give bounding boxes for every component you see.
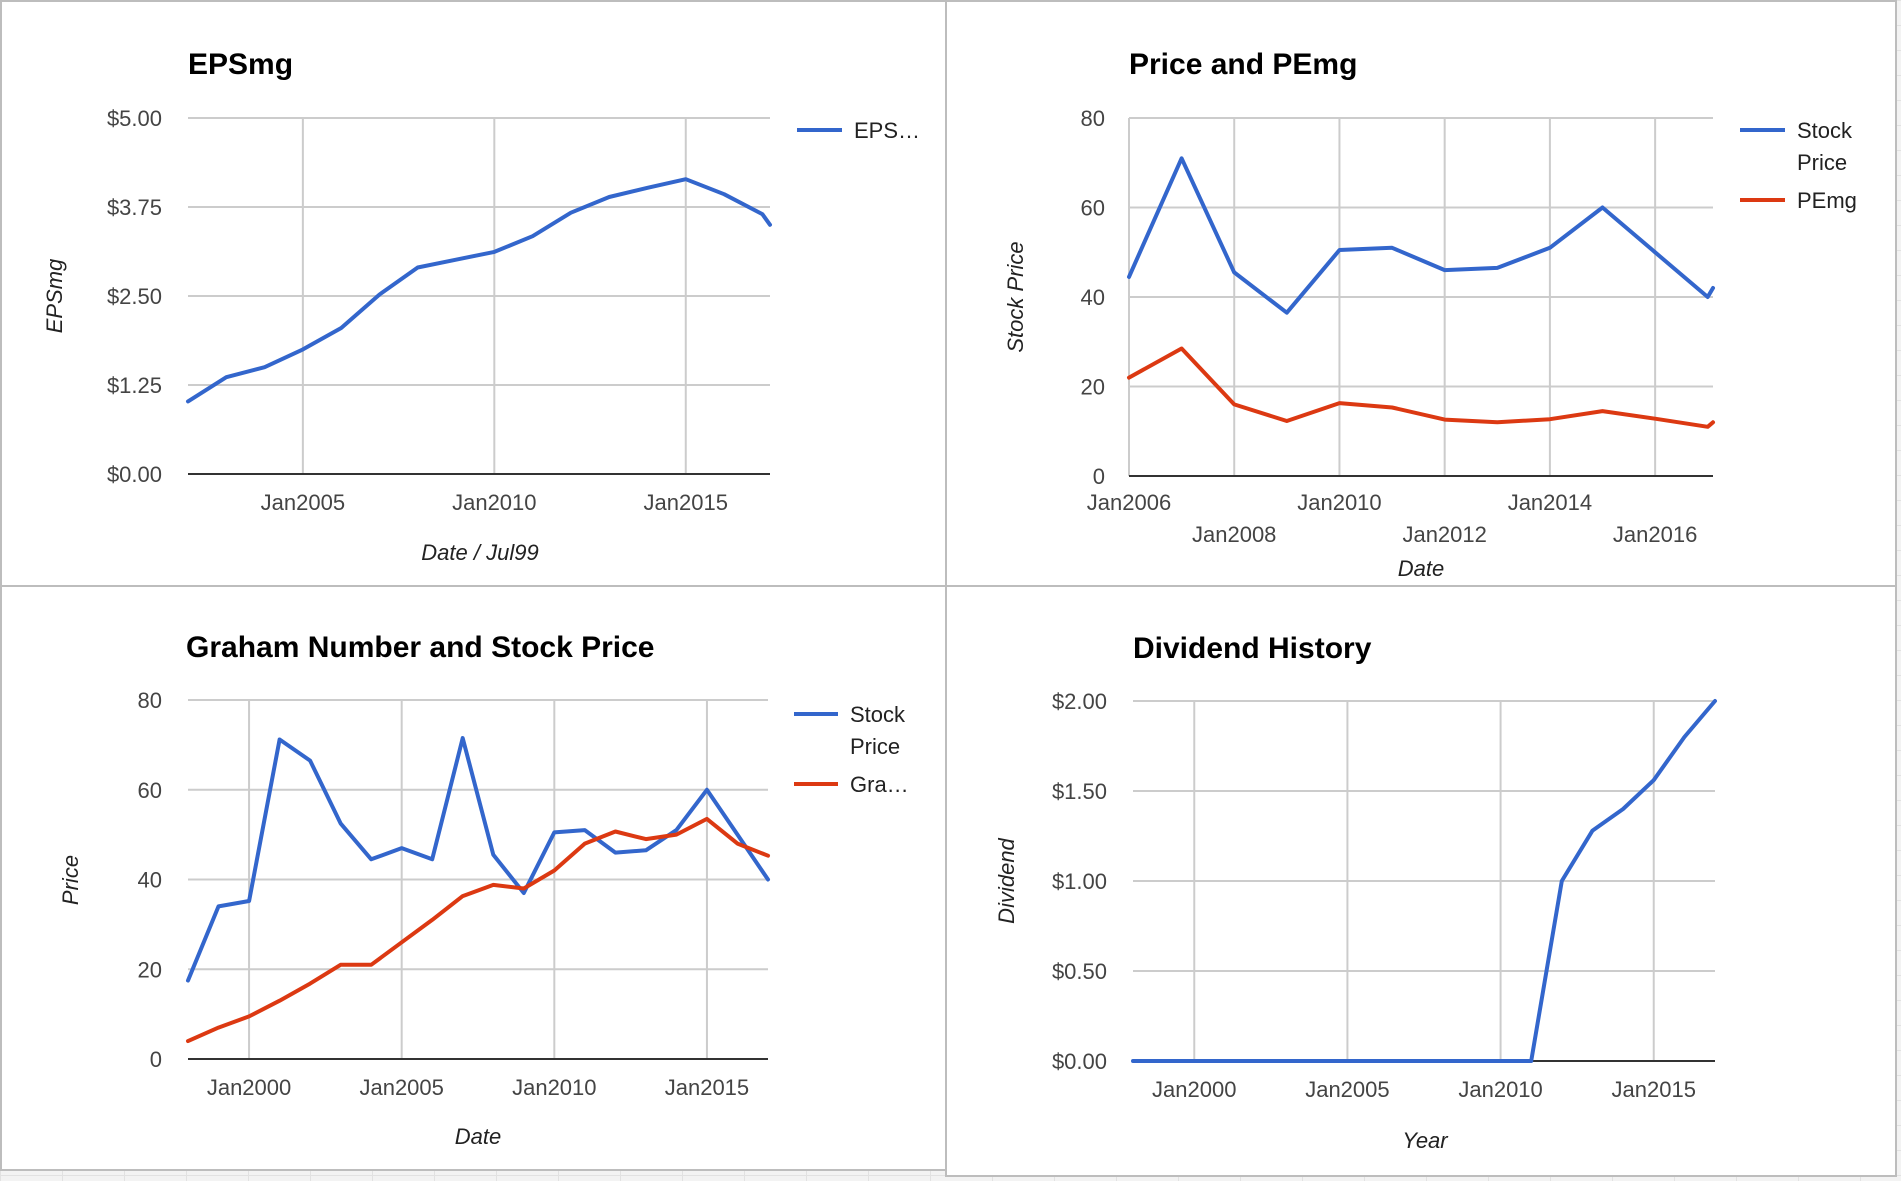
- y-tick-label: $0.00: [107, 462, 162, 487]
- price-and-pemg-chart: Price and PEmg 0 20 40 60 80 Jan2006 Jan2008 Jan…: [1003, 48, 1857, 581]
- y-tick-label: 80: [138, 688, 162, 713]
- legend-label-stock-price: Stock Price: [1797, 118, 1853, 175]
- y-tick-label: 20: [1081, 375, 1105, 400]
- chart-title: Price and PEmg: [1129, 48, 1357, 81]
- x-axis-title: Year: [1402, 1128, 1449, 1153]
- y-tick-label: 40: [1081, 285, 1105, 310]
- series-line-eps: [186, 177, 772, 404]
- y-tick-label: $0.50: [1052, 959, 1107, 984]
- y-tick-label: 40: [138, 868, 162, 893]
- y-tick-label: $3.75: [107, 195, 162, 220]
- y-tick-label: $1.00: [1052, 869, 1107, 894]
- chart-panel-price-and-pemg[interactable]: Price and PEmg 0 20 40 60 80 Jan2006 Jan2008 Jan…: [945, 0, 1897, 588]
- y-tick-label: 60: [138, 778, 162, 803]
- y-tick-label: $0.00: [1052, 1049, 1107, 1074]
- x-tick-label: Jan2015: [644, 490, 728, 515]
- y-axis-title: EPSmg: [42, 258, 67, 333]
- chart-panel-epsmg[interactable]: EPSmg $0.00 $1.25 $2.50 $3.75 $5.00 Jan2005 Jan…: [0, 0, 947, 588]
- x-tick-label: Jan2016: [1613, 522, 1697, 547]
- x-tick-label: Jan2005: [1305, 1077, 1389, 1102]
- y-tick-label: $2.50: [107, 284, 162, 309]
- x-tick-label: Jan2014: [1508, 490, 1592, 515]
- x-axis-title: Date / Jul99: [421, 540, 538, 565]
- epsmg-chart: EPSmg $0.00 $1.25 $2.50 $3.75 $5.00 Jan2005 Jan…: [42, 48, 920, 565]
- x-tick-label: Jan2015: [665, 1075, 749, 1100]
- series-line-stock-price: [186, 736, 770, 983]
- x-tick-label: Jan2010: [512, 1075, 596, 1100]
- y-tick-label: 0: [1093, 464, 1105, 489]
- y-axis-title: Dividend: [994, 837, 1019, 923]
- x-tick-label: Jan2008: [1192, 522, 1276, 547]
- chart-panel-dividend-history[interactable]: Dividend History $0.00 $0.50 $1.00 $1.50 $2.0…: [945, 585, 1897, 1177]
- x-tick-label: Jan2000: [207, 1075, 291, 1100]
- x-tick-label: Jan2010: [1458, 1077, 1542, 1102]
- y-tick-label: $1.50: [1052, 779, 1107, 804]
- x-tick-label: Jan2006: [1087, 490, 1171, 515]
- x-tick-label: Jan2010: [452, 490, 536, 515]
- chart-title: Graham Number and Stock Price: [186, 631, 655, 664]
- legend-label-pemg: PEmg: [1797, 188, 1857, 213]
- x-tick-label: Jan2010: [1297, 490, 1381, 515]
- graham-number-chart: Graham Number and Stock Price 0 20 40 60 80 Ja…: [58, 631, 909, 1149]
- y-tick-label: $5.00: [107, 106, 162, 131]
- series-line-pemg: [1127, 346, 1715, 429]
- chart-title: Dividend History: [1133, 632, 1372, 665]
- x-axis-title: Date: [1398, 556, 1444, 581]
- legend-label-gra: Gra…: [850, 772, 909, 797]
- y-tick-label: 80: [1081, 106, 1105, 131]
- x-tick-label: Jan2000: [1152, 1077, 1236, 1102]
- series-line-series: [1131, 699, 1717, 1063]
- y-axis-title: Price: [58, 855, 83, 905]
- x-tick-label: Jan2005: [359, 1075, 443, 1100]
- x-tick-label: Jan2005: [261, 490, 345, 515]
- y-tick-label: 60: [1081, 196, 1105, 221]
- x-axis-title: Date: [455, 1124, 501, 1149]
- x-tick-label: Jan2015: [1612, 1077, 1696, 1102]
- chart-title: EPSmg: [188, 48, 293, 81]
- y-tick-label: 0: [150, 1047, 162, 1072]
- y-tick-label: 20: [138, 957, 162, 982]
- dividend-history-chart: Dividend History $0.00 $0.50 $1.00 $1.50 $2.0…: [994, 632, 1717, 1153]
- x-tick-label: Jan2012: [1402, 522, 1486, 547]
- y-tick-label: $2.00: [1052, 689, 1107, 714]
- series-line-stock-price: [1127, 156, 1715, 315]
- chart-panel-graham-number[interactable]: Graham Number and Stock Price 0 20 40 60 80 Ja…: [0, 585, 947, 1171]
- series-line-gra: [186, 816, 770, 1044]
- y-axis-title: Stock Price: [1003, 241, 1028, 352]
- y-tick-label: $1.25: [107, 373, 162, 398]
- legend-label-eps: EPS…: [854, 118, 920, 143]
- legend-label-stock-price: Stock Price: [850, 702, 906, 759]
